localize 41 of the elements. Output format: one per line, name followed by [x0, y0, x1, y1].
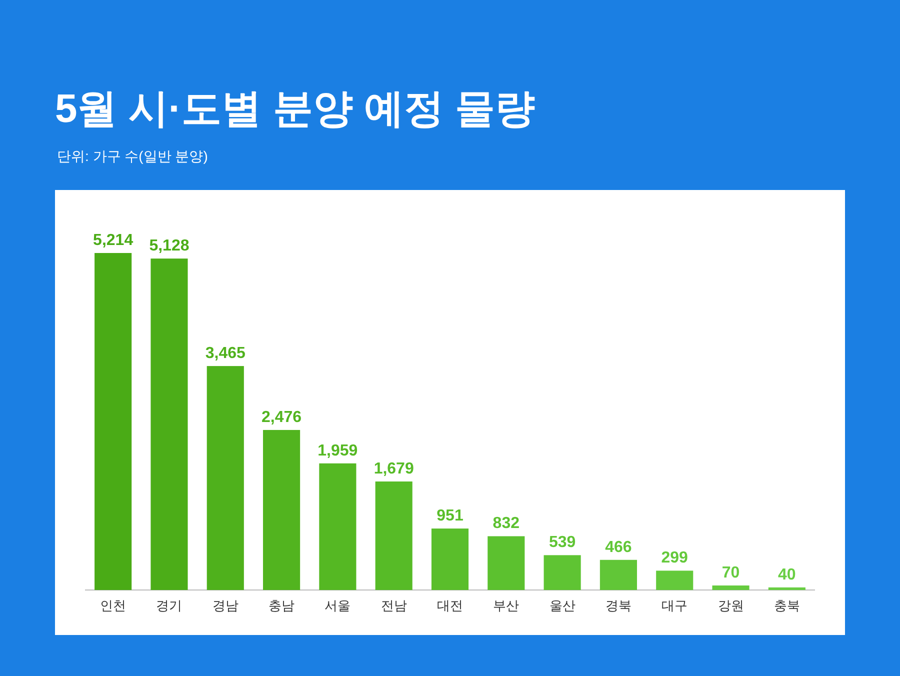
data-label: 3,465: [205, 345, 246, 362]
data-label: 70: [722, 564, 740, 582]
data-label: 5,214: [93, 232, 134, 249]
bar: [600, 560, 637, 590]
bar: [488, 536, 525, 590]
data-label: 1,959: [318, 442, 358, 460]
data-label: 466: [605, 538, 632, 556]
x-tick-label: 강원: [718, 598, 744, 613]
bar: [768, 587, 806, 590]
x-tick-label: 부산: [493, 598, 520, 613]
bar: [150, 258, 188, 590]
x-tick-label: 경남: [212, 598, 238, 613]
bar: [375, 481, 412, 590]
x-tick-label: 대전: [437, 598, 463, 613]
data-label: 951: [436, 508, 464, 525]
x-tick-label: 대구: [662, 598, 688, 613]
bar: [712, 585, 750, 590]
data-label: 5,128: [149, 238, 190, 255]
data-label: 2,476: [262, 408, 302, 426]
x-tick-label: 충남: [268, 598, 295, 613]
data-label: 1,679: [374, 460, 414, 478]
bar: [431, 528, 469, 590]
bar: [263, 430, 300, 590]
data-label: 832: [492, 515, 520, 532]
x-tick-label: 충북: [774, 598, 800, 613]
bar: [656, 570, 694, 590]
bar: [206, 366, 244, 590]
data-label: 539: [548, 534, 576, 552]
x-tick-label: 경기: [156, 598, 182, 613]
x-tick-label: 인천: [100, 598, 126, 613]
x-tick-label: 울산: [549, 598, 576, 613]
bar: [319, 463, 356, 590]
bar: [544, 555, 581, 590]
chart-title: 5월 시·도별 분양 예정 물량: [55, 87, 536, 131]
bar: [94, 253, 132, 590]
data-label: 40: [778, 566, 796, 584]
x-tick-label: 서울: [324, 598, 351, 613]
x-tick-label: 전남: [380, 598, 407, 613]
x-tick-label: 경북: [605, 598, 632, 613]
chart-subtitle: 단위: 가구 수(일반 분양): [57, 148, 208, 164]
data-label: 299: [661, 550, 688, 567]
